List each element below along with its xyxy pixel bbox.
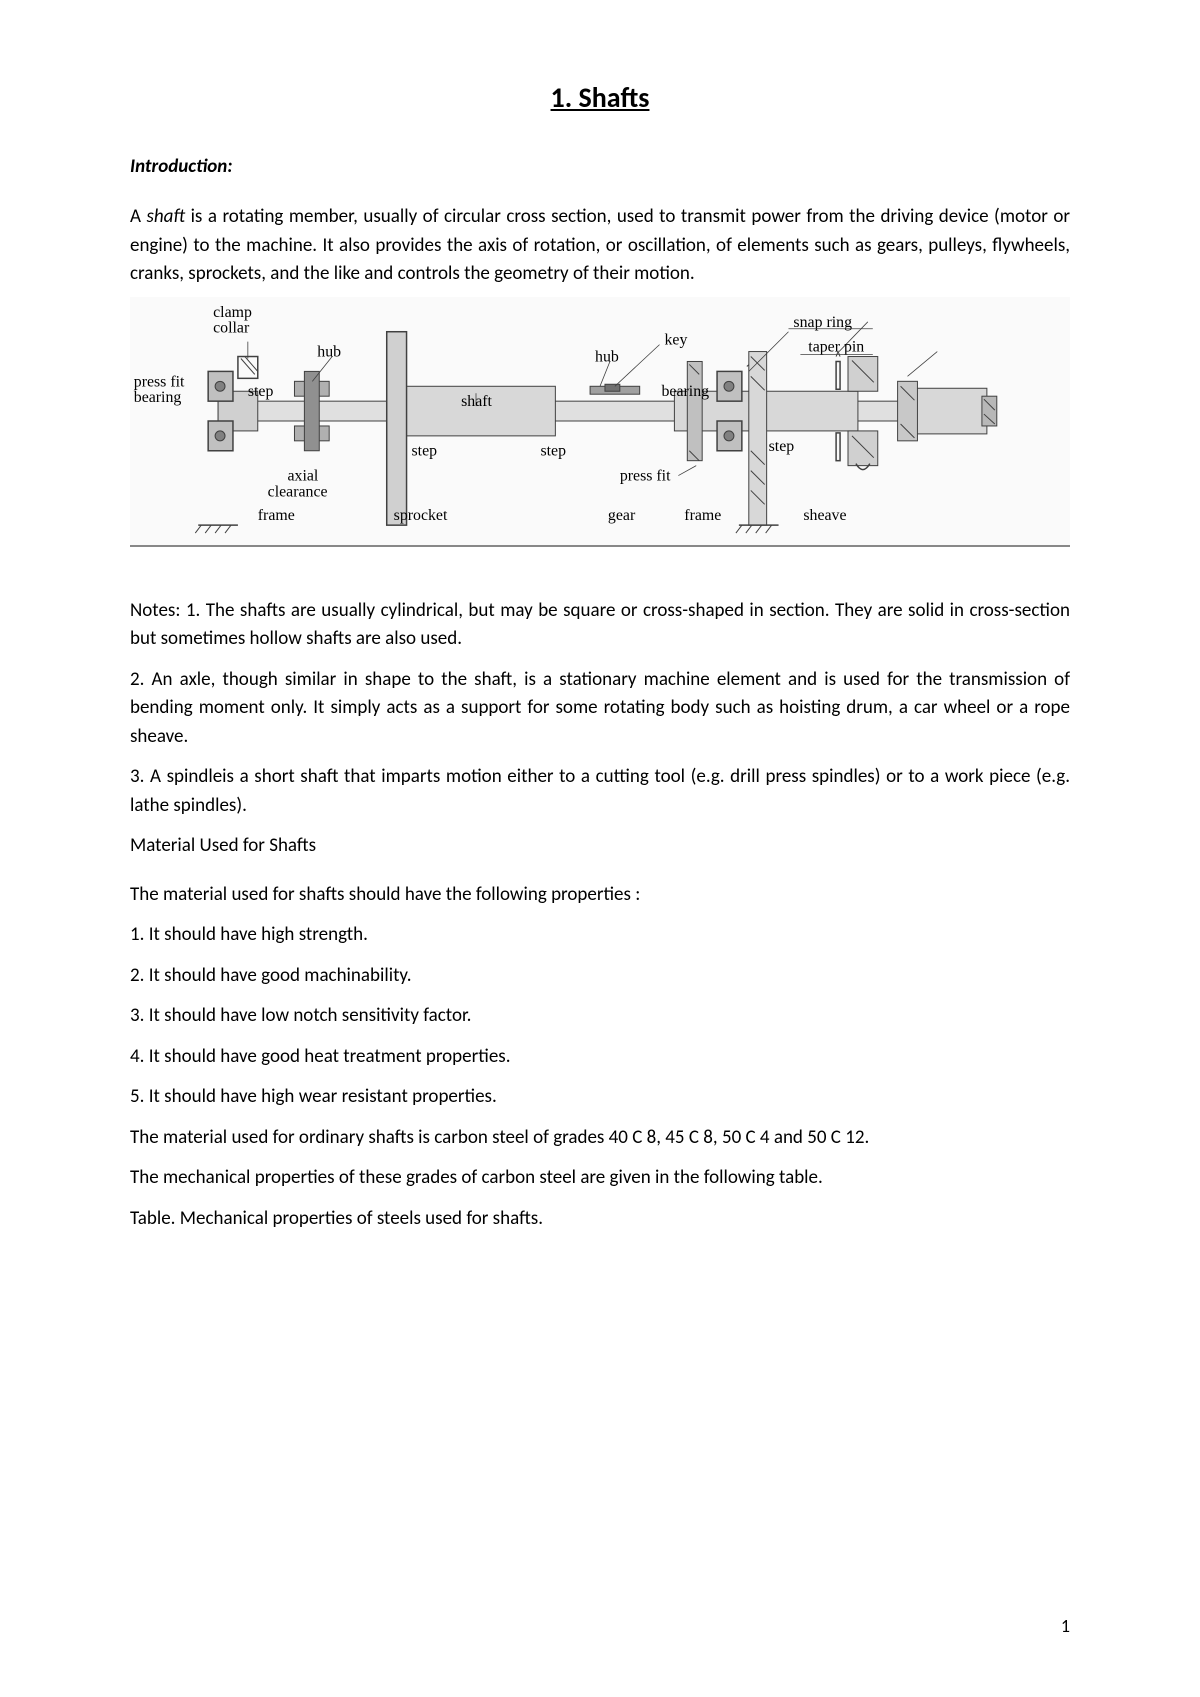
svg-text:collar: collar (213, 319, 250, 336)
svg-text:bearing: bearing (134, 389, 182, 406)
note-3: 3. A spindleis a short shaft that impart… (130, 763, 1070, 820)
property-4: 4. It should have good heat treatment pr… (130, 1043, 1070, 1072)
svg-text:snap ring: snap ring (793, 313, 852, 330)
material-intro: The material used for shafts should have… (130, 881, 1070, 910)
intro-italic-word: shaft (147, 205, 186, 228)
intro-rest: is a rotating member, usually of circula… (130, 205, 1070, 285)
shaft-diagram: clamp collar press fit bearing step hub … (130, 297, 1070, 547)
svg-text:key: key (664, 331, 687, 348)
svg-text:step: step (769, 437, 795, 454)
introduction-heading: Introduction: (130, 155, 1070, 178)
svg-text:gear: gear (608, 507, 636, 524)
svg-text:frame: frame (684, 507, 721, 524)
svg-text:step: step (248, 383, 274, 400)
intro-paragraph: A shaft is a rotating member, usually of… (130, 203, 1070, 289)
label-clamp: clamp (213, 303, 252, 320)
intro-prefix: A (130, 205, 147, 228)
property-3: 3. It should have low notch sensitivity … (130, 1002, 1070, 1031)
note-2: 2. An axle, though similar in shape to t… (130, 666, 1070, 752)
svg-text:sheave: sheave (803, 507, 846, 524)
svg-text:shaft: shaft (461, 393, 492, 410)
svg-text:clearance: clearance (268, 483, 328, 500)
svg-text:bearing: bearing (662, 383, 710, 400)
material-conclusion-2: The mechanical properties of these grade… (130, 1164, 1070, 1193)
svg-text:press fit: press fit (620, 467, 671, 484)
svg-text:axial: axial (288, 467, 319, 484)
svg-text:hub: hub (317, 343, 341, 360)
svg-text:hub: hub (595, 348, 619, 365)
table-caption: Table. Mechanical properties of steels u… (130, 1205, 1070, 1234)
property-2: 2. It should have good machinability. (130, 962, 1070, 991)
note-1: Notes: 1. The shafts are usually cylindr… (130, 597, 1070, 654)
svg-text:step: step (412, 442, 438, 459)
svg-text:press fit: press fit (134, 373, 185, 390)
svg-text:frame: frame (258, 507, 295, 524)
svg-text:step: step (540, 442, 566, 459)
svg-text:taper pin: taper pin (808, 338, 864, 355)
svg-text:sprocket: sprocket (394, 507, 448, 524)
diagram-svg: clamp collar press fit bearing step hub … (130, 297, 1070, 545)
page-title: 1. Shafts (130, 80, 1070, 115)
property-1: 1. It should have high strength. (130, 921, 1070, 950)
material-heading: Material Used for Shafts (130, 832, 1070, 861)
property-5: 5. It should have high wear resistant pr… (130, 1083, 1070, 1112)
material-conclusion-1: The material used for ordinary shafts is… (130, 1124, 1070, 1153)
page-number: 1 (1061, 1615, 1070, 1637)
